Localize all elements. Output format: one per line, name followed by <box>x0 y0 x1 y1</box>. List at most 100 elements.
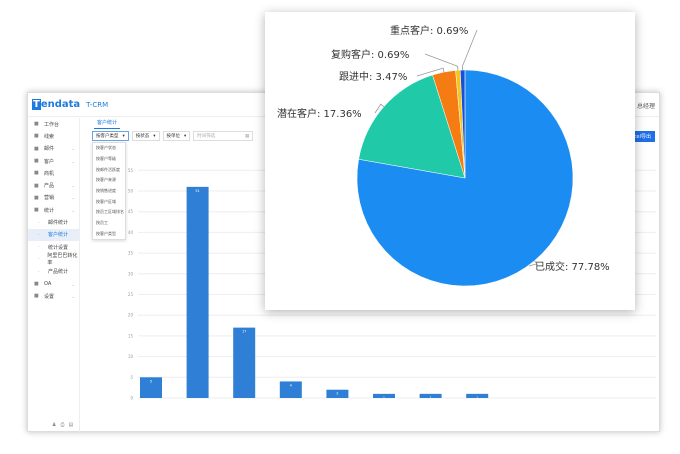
dropdown-option[interactable]: 按员工区域排名 <box>96 209 124 215</box>
sidebar-item-label: 统计 <box>44 207 55 214</box>
sidebar-item[interactable]: · 产品统计 <box>28 266 79 278</box>
sidebar-item[interactable]: ■ 统计 ⌄ <box>28 204 79 216</box>
pie-label: 复购客户: 0.69% <box>331 48 409 61</box>
dropdown-option[interactable]: 按客户等级 <box>96 156 116 162</box>
sidebar-item[interactable]: ■ 产品 ⌄ <box>28 179 79 191</box>
dropdown-option[interactable]: 按客户类型 <box>96 230 116 236</box>
sidebar-item[interactable]: ■ 营销 ⌄ <box>28 192 79 204</box>
sidebar-item[interactable]: ■ 工作台 <box>28 118 79 130</box>
sidebar-item[interactable]: ■ 客户 ⌄ <box>28 155 79 167</box>
oa-icon: ■ <box>34 281 39 287</box>
chevron-down-icon: ⌄ <box>71 281 75 287</box>
excel-export-button[interactable]: Excel导出 <box>623 131 655 142</box>
label-leader-line <box>416 67 445 77</box>
sidebar-item-label: 统计设置 <box>48 244 69 251</box>
sidebar-item-label: 邮件统计 <box>48 220 69 227</box>
label-leader-line <box>374 103 385 114</box>
bar-value-label: 5 <box>150 379 152 383</box>
pie-chart: 已成交: 77.78% 潜在客户: 17.36% 跟进中: 3.47% 复购客户: 0… <box>277 24 610 287</box>
bar-value-label: 2 <box>336 392 338 396</box>
y-tick-label: 50 <box>128 189 134 194</box>
y-tick-label: 5 <box>130 375 133 380</box>
home-icon: ■ <box>34 121 39 128</box>
type-select[interactable]: 按客户类型 ▾ <box>92 131 129 141</box>
unit-select-value: 按单位 <box>166 134 181 139</box>
pie-slice[interactable] <box>356 69 574 287</box>
dropdown-option[interactable]: 按客户来源 <box>96 177 116 183</box>
bar-value-label: 1 <box>429 396 431 400</box>
sidebar-item[interactable]: ■ 商机 <box>28 167 79 179</box>
bar-value-label: 17 <box>242 330 246 334</box>
sidebar-item-label: 阿里巴巴转化率 <box>47 253 78 267</box>
chevron-down-icon: ⌄ <box>71 195 75 201</box>
sidebar-item-label: OA <box>44 281 52 287</box>
bar[interactable] <box>326 389 349 398</box>
bar[interactable] <box>279 381 302 398</box>
label-leader-line <box>424 53 459 71</box>
bar[interactable] <box>233 327 256 398</box>
dot-icon: · <box>38 244 40 251</box>
y-tick-label: 30 <box>128 271 134 276</box>
dropdown-option[interactable]: 按员工 <box>96 220 108 226</box>
dropdown-option[interactable]: 按邮件活跃度 <box>96 166 120 172</box>
target-icon: ■ <box>34 170 39 177</box>
chevron-down-icon: ▾ <box>184 133 187 139</box>
y-tick-label: 15 <box>128 333 134 338</box>
chevron-down-icon: ▾ <box>122 133 125 139</box>
label-leader-line <box>528 260 538 267</box>
sidebar-item-label: 客户 <box>44 158 55 165</box>
user-name[interactable]: 总经理 <box>636 103 655 110</box>
calendar-icon: ▦ <box>245 133 250 139</box>
chevron-down-icon: ⌄ <box>71 146 75 152</box>
chevron-down-icon: ⌄ <box>71 207 75 213</box>
dropdown-option[interactable]: 按销售进度 <box>96 188 116 194</box>
label-leader-line <box>462 29 478 71</box>
status-select[interactable]: 按状态 ▾ <box>131 131 160 141</box>
dropdown-option[interactable]: 按客户区域 <box>96 198 116 204</box>
y-tick-label: 45 <box>128 209 134 214</box>
sidebar-item[interactable]: ■ 设置 ⌄ <box>28 290 79 302</box>
sidebar-item[interactable]: · 客户统计 <box>28 228 79 241</box>
product-name: T-CRM <box>86 100 109 109</box>
dot-icon: · <box>38 219 40 226</box>
dot-icon: · <box>38 231 40 238</box>
bar-value-label: 4 <box>290 383 293 387</box>
chevron-down-icon: ⌄ <box>71 293 75 299</box>
chevron-down-icon: ▾ <box>153 133 156 139</box>
sidebar-item[interactable]: ■ OA ⌄ <box>28 278 79 290</box>
sidebar-item-label: 设置 <box>44 293 55 300</box>
sidebar-item-label: 商机 <box>44 170 55 177</box>
gear-icon: ■ <box>34 293 39 300</box>
sidebar-item-label: 线索 <box>44 133 55 140</box>
sidebar-item[interactable]: ■ 线索 <box>28 130 79 142</box>
sidebar-item[interactable]: · 邮件统计 <box>28 216 79 228</box>
bar[interactable] <box>419 393 442 398</box>
sidebar-item-label: 营销 <box>44 195 55 202</box>
sidebar: ■ 工作台 ■ 线索 ■ 邮件 ⌄ ■ 客户 ⌄ ■ 商机 ■ 产品 ⌄ ■ 营销 ⌄ ■ 统计 ⌄ · 邮件统计 · 客户统计… <box>28 118 80 432</box>
bar[interactable] <box>186 186 209 398</box>
bar[interactable] <box>140 377 162 398</box>
bar[interactable] <box>466 393 489 398</box>
dot-icon: · <box>38 268 40 275</box>
tab-customer-stats[interactable]: 客户统计 <box>94 119 121 129</box>
unit-select[interactable]: 按单位 ▾ <box>162 131 191 141</box>
bar-value-label: 1 <box>476 396 478 400</box>
bar[interactable] <box>373 393 395 398</box>
sidebar-footer-icons[interactable]: ♟⎙▤ <box>52 422 78 428</box>
sidebar-item[interactable]: · 阿里巴巴转化率 <box>28 253 79 267</box>
pie-label: 已成交: 77.78% <box>535 260 610 273</box>
bar-value-label: 1 <box>383 396 385 400</box>
dropdown-option[interactable]: 按客户状态 <box>96 145 116 151</box>
y-tick-label: 0 <box>130 396 133 401</box>
time-filter-input[interactable]: 时间筛选 ▦ <box>193 131 254 141</box>
grid-icon: ■ <box>34 133 39 140</box>
bar-value-label: 51 <box>195 189 199 193</box>
sidebar-item[interactable]: · 统计设置 <box>28 241 79 253</box>
mail-icon: ■ <box>34 145 39 152</box>
pie-chart-panel: 已成交: 77.78% 潜在客户: 17.36% 跟进中: 3.47% 复购客户: 0… <box>265 12 635 310</box>
sidebar-item[interactable]: ■ 邮件 ⌄ <box>28 143 79 155</box>
type-select-value: 按客户类型 <box>96 134 119 139</box>
pie-label: 重点客户: 0.69% <box>390 24 468 37</box>
y-tick-label: 10 <box>128 354 134 359</box>
sidebar-item-label: 产品统计 <box>48 269 69 276</box>
